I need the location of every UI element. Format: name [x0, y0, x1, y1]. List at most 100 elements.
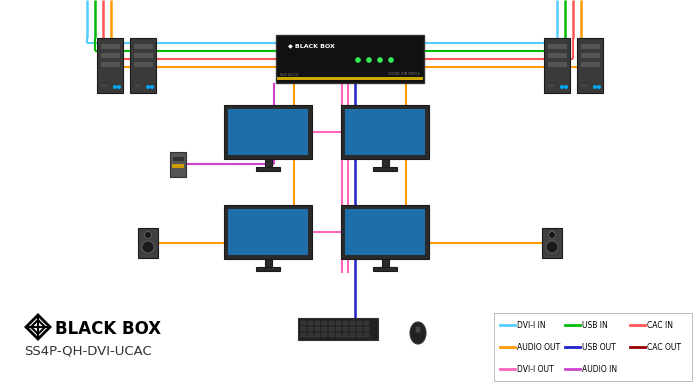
- Circle shape: [355, 57, 360, 63]
- Bar: [100, 43, 120, 49]
- Text: SS4P-QH-DVI-UCAC: SS4P-QH-DVI-UCAC: [24, 344, 152, 358]
- Bar: [416, 327, 420, 332]
- Bar: [343, 321, 348, 325]
- Text: CAC IN: CAC IN: [647, 321, 673, 330]
- Circle shape: [560, 85, 564, 89]
- Bar: [373, 167, 397, 171]
- Bar: [322, 321, 327, 325]
- Circle shape: [142, 241, 154, 253]
- Circle shape: [389, 57, 394, 63]
- Circle shape: [113, 85, 117, 89]
- Bar: [133, 83, 141, 87]
- Bar: [547, 52, 567, 58]
- Bar: [357, 327, 362, 331]
- Bar: [228, 109, 308, 155]
- Bar: [577, 38, 603, 93]
- Bar: [350, 321, 355, 325]
- Bar: [265, 159, 272, 167]
- Bar: [308, 333, 313, 337]
- Circle shape: [366, 57, 372, 63]
- Bar: [329, 327, 334, 331]
- Bar: [138, 228, 158, 258]
- Bar: [133, 52, 153, 58]
- Bar: [301, 333, 306, 337]
- Text: AUDIO IN: AUDIO IN: [582, 365, 617, 374]
- Bar: [224, 205, 312, 259]
- Bar: [343, 333, 348, 337]
- Bar: [133, 61, 153, 67]
- Bar: [301, 327, 306, 331]
- Bar: [336, 327, 341, 331]
- Text: SECURE KVM SWITCH: SECURE KVM SWITCH: [388, 72, 420, 76]
- Text: DVI-I IN: DVI-I IN: [517, 321, 545, 330]
- Bar: [364, 333, 369, 337]
- Text: DVI-I OUT: DVI-I OUT: [517, 365, 554, 374]
- Bar: [277, 77, 423, 80]
- Bar: [364, 327, 369, 331]
- Bar: [547, 83, 555, 87]
- Bar: [322, 333, 327, 337]
- Bar: [580, 83, 588, 87]
- Bar: [315, 333, 320, 337]
- Bar: [276, 35, 424, 83]
- Circle shape: [146, 85, 150, 89]
- Bar: [130, 38, 156, 93]
- Circle shape: [150, 85, 154, 89]
- Text: SS4P-QH-DVI: SS4P-QH-DVI: [280, 72, 300, 76]
- Bar: [350, 327, 355, 331]
- Text: ◆ BLACK BOX: ◆ BLACK BOX: [288, 44, 335, 48]
- Circle shape: [377, 57, 383, 63]
- Text: CAC OUT: CAC OUT: [647, 342, 681, 351]
- Bar: [382, 159, 388, 167]
- Bar: [544, 38, 570, 93]
- Circle shape: [593, 85, 597, 89]
- Bar: [547, 43, 567, 49]
- Bar: [301, 321, 306, 325]
- Bar: [329, 333, 334, 337]
- Text: AUDIO OUT: AUDIO OUT: [517, 342, 560, 351]
- Circle shape: [144, 232, 151, 239]
- Text: USB OUT: USB OUT: [582, 342, 616, 351]
- Bar: [343, 327, 348, 331]
- Bar: [100, 52, 120, 58]
- Bar: [308, 321, 313, 325]
- Bar: [256, 167, 280, 171]
- Circle shape: [564, 85, 568, 89]
- Circle shape: [549, 232, 556, 239]
- Bar: [547, 61, 567, 67]
- Bar: [256, 267, 280, 271]
- Bar: [341, 105, 429, 159]
- Circle shape: [546, 241, 558, 253]
- Bar: [329, 321, 334, 325]
- Bar: [364, 321, 369, 325]
- Bar: [336, 333, 341, 337]
- Bar: [298, 318, 378, 340]
- Bar: [133, 43, 153, 49]
- Bar: [172, 164, 184, 168]
- Bar: [382, 259, 388, 267]
- Bar: [322, 327, 327, 331]
- Bar: [100, 61, 120, 67]
- Bar: [357, 333, 362, 337]
- Bar: [373, 267, 397, 271]
- Bar: [580, 61, 600, 67]
- Bar: [345, 209, 425, 255]
- Bar: [357, 321, 362, 325]
- Circle shape: [117, 85, 121, 89]
- Ellipse shape: [410, 322, 426, 344]
- Bar: [228, 209, 308, 255]
- Bar: [265, 259, 272, 267]
- Bar: [580, 43, 600, 49]
- Bar: [494, 313, 692, 381]
- Text: BLACK BOX: BLACK BOX: [55, 320, 161, 338]
- Bar: [100, 83, 108, 87]
- Bar: [308, 327, 313, 331]
- Bar: [336, 321, 341, 325]
- Bar: [315, 321, 320, 325]
- Circle shape: [597, 85, 601, 89]
- Bar: [97, 38, 123, 93]
- Bar: [580, 52, 600, 58]
- Bar: [341, 205, 429, 259]
- Bar: [315, 327, 320, 331]
- Bar: [173, 157, 183, 160]
